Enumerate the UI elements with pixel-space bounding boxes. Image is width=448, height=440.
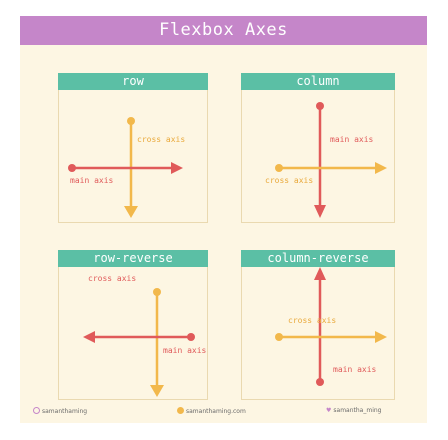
cross-axis-label: cross axis <box>88 274 136 283</box>
footer: samanthaming samanthaming.com ♥ samantha_… <box>20 404 427 418</box>
main-axis-label: main axis <box>163 346 207 355</box>
panel-header-row-reverse: row-reverse <box>58 250 208 267</box>
main-axis-arrow-icon <box>83 331 95 343</box>
main-axis-label: main axis <box>333 365 377 374</box>
main-axis-label: main axis <box>70 176 114 185</box>
cross-axis-start-dot <box>153 288 161 296</box>
row-reverse-axes-diagram: cross axis main axis <box>83 274 207 397</box>
row-axes-diagram: cross axis main axis <box>68 117 185 218</box>
panel-body-row-reverse <box>58 267 208 400</box>
main-axis-arrow-icon <box>171 162 183 174</box>
twitter-handle: samantha_ming <box>333 407 382 414</box>
footer-instagram[interactable]: samanthaming <box>33 407 87 415</box>
cross-axis-arrow-icon <box>375 331 387 343</box>
panel-header-column: column <box>241 73 395 90</box>
cross-axis-label: cross axis <box>288 316 336 325</box>
cross-axis-label: cross axis <box>137 135 185 144</box>
cross-axis-start-dot <box>275 333 283 341</box>
website-icon <box>177 407 184 414</box>
twitter-icon: ♥ <box>326 407 332 414</box>
main-axis-start-dot <box>316 102 324 110</box>
cross-axis-arrow-icon <box>150 385 164 397</box>
panel-header-column-reverse: column-reverse <box>241 250 395 267</box>
main-axis-arrow-icon <box>314 267 326 280</box>
column-reverse-axes-diagram: cross axis main axis <box>275 267 387 386</box>
instagram-handle: samanthaming <box>42 408 88 415</box>
panel-body-row <box>58 90 208 223</box>
main-axis-start-dot <box>187 333 195 341</box>
flexbox-axes-card: Flexbox Axes row cross axis main axis co… <box>20 16 427 423</box>
instagram-icon <box>33 407 40 414</box>
footer-twitter[interactable]: ♥ samantha_ming <box>326 407 381 414</box>
panel-body-column <box>241 90 395 223</box>
main-axis-label: main axis <box>330 135 374 144</box>
cross-axis-start-dot <box>275 164 283 172</box>
website-url: samanthaming.com <box>186 408 246 415</box>
footer-website[interactable]: samanthaming.com <box>177 407 246 415</box>
page-title: Flexbox Axes <box>20 16 427 45</box>
panel-body-column-reverse <box>241 267 395 400</box>
cross-axis-label: cross axis <box>265 176 313 185</box>
main-axis-start-dot <box>316 378 324 386</box>
cross-axis-arrow-icon <box>375 162 387 174</box>
panel-header-row: row <box>58 73 208 90</box>
cross-axis-arrow-icon <box>124 206 138 218</box>
cross-axis-start-dot <box>127 117 135 125</box>
column-axes-diagram: main axis cross axis <box>265 102 387 218</box>
main-axis-arrow-icon <box>314 205 326 218</box>
main-axis-start-dot <box>68 164 76 172</box>
